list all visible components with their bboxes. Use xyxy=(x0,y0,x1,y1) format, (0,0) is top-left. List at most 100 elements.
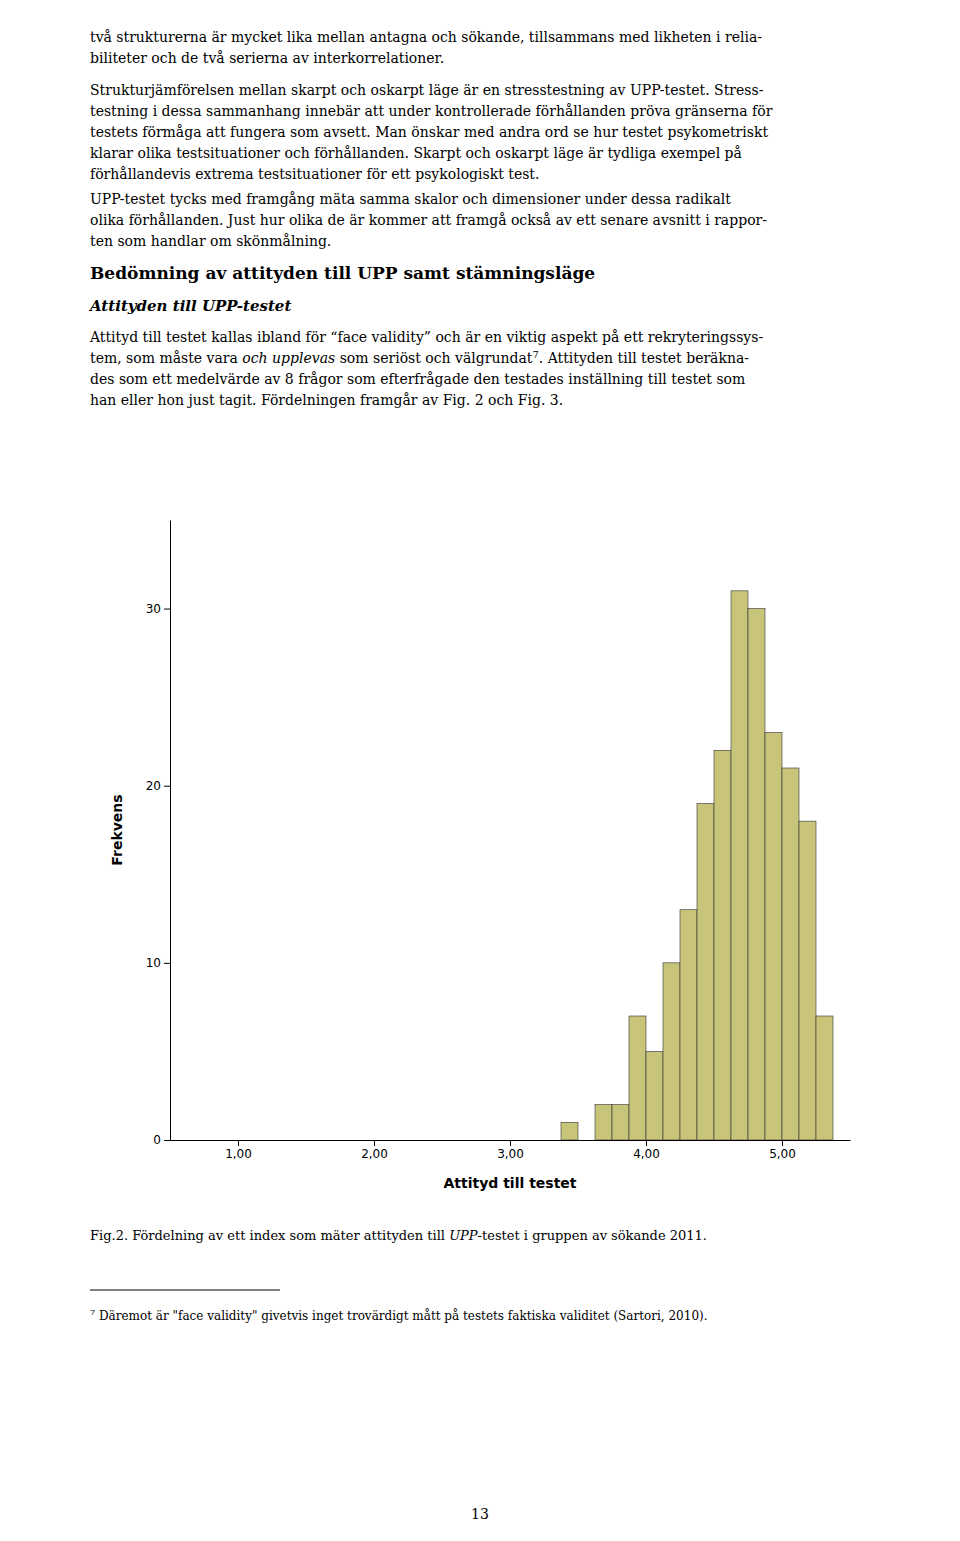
body-line: olika förhållanden. Just hur olika de är… xyxy=(90,212,767,228)
y-tick-label: 30 xyxy=(146,602,161,616)
x-tick-mark xyxy=(782,1140,783,1146)
body-line: tem, som måste vara och upplevas som ser… xyxy=(90,349,749,366)
bar xyxy=(748,609,765,1140)
text-run: Fig.2. Fördelning av ett index som mäter… xyxy=(90,1228,449,1243)
bars xyxy=(561,591,833,1140)
x-tick: 1,00 xyxy=(225,1140,252,1161)
body-line: ten som handlar om skönmålning. xyxy=(90,233,331,249)
bar xyxy=(340,1140,357,1141)
x-tick-mark xyxy=(646,1140,647,1146)
x-tick-label: 5,00 xyxy=(769,1147,796,1161)
body-line: testets förmåga att fungera som avsett. … xyxy=(90,124,768,140)
y-tick: 20 xyxy=(146,779,170,793)
bar xyxy=(646,1051,663,1140)
body-line: Strukturjämförelsen mellan skarpt och os… xyxy=(90,82,764,98)
y-tick-mark xyxy=(164,609,170,610)
page: två strukturerna är mycket lika mellan a… xyxy=(0,0,960,1541)
bar xyxy=(697,803,714,1140)
y-axis: 0 10 20 30 xyxy=(146,521,171,1148)
y-tick: 30 xyxy=(146,602,170,616)
text-run: Däremot är "face validity" givetvis inge… xyxy=(95,1308,707,1323)
caption: Fig.2. Fördelning av ett index som mäter… xyxy=(90,1228,707,1243)
bar xyxy=(357,1140,374,1141)
chart: 1,00 2,00 3,00 4,00 5,00 0 10 20 30 Attityd till … xyxy=(109,521,851,1192)
bar xyxy=(663,963,680,1140)
bar xyxy=(306,1140,323,1141)
bar xyxy=(561,1122,578,1140)
italic-run: UPP xyxy=(449,1228,478,1243)
bar xyxy=(578,1140,595,1141)
x-tick: 2,00 xyxy=(361,1140,388,1161)
bar xyxy=(510,1140,527,1141)
body-line: förhållandevis extrema testsituationer f… xyxy=(90,166,539,182)
y-tick-mark xyxy=(164,786,170,787)
bar xyxy=(544,1140,561,1141)
bar xyxy=(255,1140,272,1141)
bar xyxy=(476,1140,493,1141)
footnote-rule xyxy=(90,1290,280,1291)
body-line: des som ett medelvärde av 8 frågor som e… xyxy=(90,371,745,387)
subheading: Attityden till UPP-testet xyxy=(88,297,291,315)
bar xyxy=(272,1140,289,1141)
text-run: -testet i gruppen av sökande 2011. xyxy=(478,1228,707,1243)
bar xyxy=(595,1105,612,1140)
y-tick-label: 20 xyxy=(146,779,161,793)
x-tick-mark xyxy=(374,1140,375,1146)
bar xyxy=(799,821,816,1140)
bar xyxy=(289,1140,306,1141)
bar xyxy=(765,733,782,1140)
text-run: tem, som måste vara xyxy=(90,350,242,366)
bar xyxy=(391,1140,408,1141)
text-run: han eller hon just tagit. Fördelningen f… xyxy=(90,392,563,408)
body-line: biliteter och de två serierna av interko… xyxy=(90,50,444,66)
body-line: han eller hon just tagit. Fördelningen f… xyxy=(90,392,563,408)
body-line: klarar olika testsituationer och förhåll… xyxy=(90,145,742,161)
x-tick-label: 2,00 xyxy=(361,1147,388,1161)
italic-run: och upplevas xyxy=(242,350,335,366)
y-tick-mark xyxy=(164,963,170,964)
text-run: . Attityden till testet beräkna- xyxy=(539,350,749,366)
text-run: des som ett medelvärde av 8 frågor som e… xyxy=(90,371,745,387)
y-tick-mark xyxy=(164,1140,170,1141)
bar xyxy=(680,910,697,1140)
y-tick: 10 xyxy=(146,956,170,970)
heading: Bedömning av attityden till UPP samt stä… xyxy=(90,263,595,283)
bar xyxy=(442,1140,459,1141)
bar xyxy=(612,1105,629,1140)
y-tick-label: 10 xyxy=(146,956,161,970)
footnote: 7 Däremot är "face validity" givetvis in… xyxy=(90,1308,708,1323)
bar xyxy=(408,1140,425,1141)
text-run: som seriöst och välgrundat xyxy=(335,350,533,366)
x-tick: 5,00 xyxy=(769,1140,796,1161)
x-axis-title: Attityd till testet xyxy=(443,1175,576,1191)
page-number: 13 xyxy=(471,1506,489,1522)
text-run: Attityd till testet kallas ibland för “f… xyxy=(89,329,763,345)
bar xyxy=(323,1140,340,1141)
x-tick-mark xyxy=(510,1140,511,1146)
bar xyxy=(629,1016,646,1140)
y-tick: 0 xyxy=(153,1133,170,1147)
bar xyxy=(782,768,799,1140)
bar xyxy=(527,1140,544,1141)
y-axis-title: Frekvens xyxy=(109,794,125,865)
bar xyxy=(816,1016,833,1140)
y-axis-line xyxy=(170,521,171,1141)
x-tick: 3,00 xyxy=(497,1140,524,1161)
body-line: Attityd till testet kallas ibland för “f… xyxy=(89,329,763,345)
body-line: testning i dessa sammanhang innebär att … xyxy=(90,103,773,119)
bar xyxy=(493,1140,510,1141)
bar xyxy=(374,1140,391,1141)
body-line: två strukturerna är mycket lika mellan a… xyxy=(90,29,762,45)
x-tick-label: 4,00 xyxy=(633,1147,660,1161)
bar xyxy=(731,591,748,1140)
body-line: UPP-testet tycks med framgång mäta samma… xyxy=(90,191,731,207)
x-tick-label: 3,00 xyxy=(497,1147,524,1161)
bar xyxy=(714,750,731,1140)
x-tick-label: 1,00 xyxy=(225,1147,252,1161)
x-tick-mark xyxy=(238,1140,239,1146)
x-axis: 1,00 2,00 3,00 4,00 5,00 xyxy=(171,1140,851,1161)
y-tick-label: 0 xyxy=(153,1133,161,1147)
x-tick: 4,00 xyxy=(633,1140,660,1161)
bar xyxy=(238,1140,255,1141)
bar xyxy=(425,1140,442,1141)
